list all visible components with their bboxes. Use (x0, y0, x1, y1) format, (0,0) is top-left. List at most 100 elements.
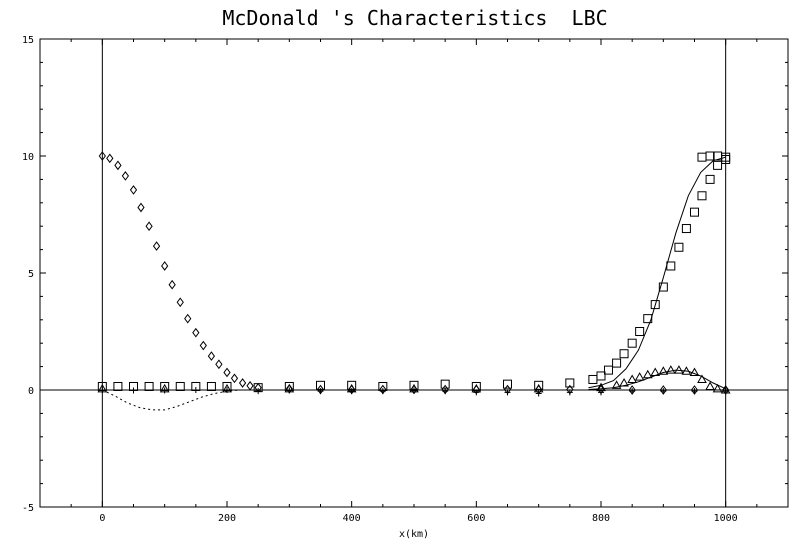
y-tick-label: 0 (28, 386, 34, 397)
x-axis-label: x(km) (399, 529, 429, 540)
y-tick-label: 5 (28, 269, 34, 280)
x-tick-label: 400 (343, 513, 361, 524)
series-4 (99, 387, 729, 397)
plus-point (130, 387, 137, 394)
square-point (650, 300, 660, 310)
plus-point (286, 387, 293, 394)
series-0 (98, 151, 730, 395)
diamond-point (246, 380, 254, 391)
plus-point (317, 388, 324, 395)
diamond-point (152, 241, 161, 251)
triangle-point (658, 366, 669, 375)
x-tick-label: 200 (218, 513, 236, 524)
plus-point (473, 389, 480, 396)
diamond-point (199, 340, 207, 351)
square-point (503, 379, 512, 389)
diamond-point (215, 359, 223, 370)
diamond-point (161, 261, 169, 271)
plus-point (504, 389, 511, 396)
square-point (206, 381, 216, 391)
solid-curve (588, 369, 726, 390)
triangle-point (705, 381, 715, 390)
square-point (705, 151, 715, 161)
series-7 (102, 389, 240, 411)
plus-point (660, 388, 667, 395)
series-layer (97, 151, 731, 411)
plus-point (442, 388, 449, 395)
square-point (603, 365, 613, 375)
plus-point (192, 387, 199, 393)
square-point (666, 261, 676, 271)
dotted-curve (102, 389, 240, 411)
reference-lines (40, 39, 788, 507)
y-tick-label: 15 (22, 35, 34, 46)
square-point (674, 242, 684, 252)
solid-curve (588, 156, 726, 389)
square-point (658, 282, 668, 292)
chart-title: McDonald 's Characteristics LBC (222, 6, 607, 30)
square-point (588, 374, 598, 384)
x-tick-label: 0 (99, 513, 105, 524)
square-point (690, 207, 699, 217)
square-point (681, 224, 691, 234)
series-5 (588, 156, 726, 389)
y-tick-label: 10 (22, 152, 34, 163)
plus-point (722, 388, 729, 395)
plus-point (379, 388, 386, 395)
square-point (175, 381, 185, 391)
square-point (612, 358, 622, 368)
diamond-point (238, 378, 247, 388)
plus-point (161, 387, 168, 394)
diamond-point (121, 171, 130, 181)
diamond-point (192, 327, 200, 338)
y-tick-label: -5 (22, 503, 34, 514)
diamond-point (184, 313, 192, 324)
x-tick-label: 600 (467, 513, 485, 524)
square-point (697, 191, 707, 201)
x-tick-label: 800 (592, 513, 610, 524)
triangle-point (611, 380, 622, 389)
diamond-point (106, 153, 114, 164)
triangle-point (674, 365, 684, 374)
square-point (144, 381, 154, 391)
square-point (534, 380, 544, 390)
diamond-point (230, 373, 239, 384)
diamond-point (114, 160, 122, 171)
series-2 (697, 151, 731, 165)
square-point (713, 160, 723, 170)
diamond-point (137, 202, 145, 213)
plus-point (629, 388, 636, 395)
diamond-point (207, 351, 216, 361)
diamond-point (98, 151, 106, 161)
diamond-point (176, 297, 184, 308)
square-point (705, 174, 715, 184)
plus-point (348, 388, 355, 395)
diamond-point (145, 221, 153, 232)
plus-point (691, 388, 698, 395)
square-point (697, 152, 707, 162)
plus-point (411, 387, 417, 394)
plot-frame (39, 38, 789, 508)
square-point (721, 155, 731, 165)
square-point (596, 371, 606, 381)
triangle-point (665, 365, 676, 374)
plus-point (255, 388, 262, 395)
plus-point (535, 390, 542, 397)
square-point (565, 378, 575, 388)
triangle-point (634, 372, 645, 381)
triangle-point (689, 367, 700, 376)
triangle-point (712, 383, 723, 393)
x-tick-label: 1000 (714, 513, 738, 524)
square-point (635, 327, 645, 336)
square-point (440, 379, 450, 389)
plus-point (224, 387, 230, 393)
axis-ticks: 0 200 400 600 800 1000 -5 0 5 10 15 (22, 35, 789, 524)
triangle-point (697, 374, 707, 383)
plus-point (566, 389, 573, 396)
diamond-point (223, 367, 231, 378)
diamond-point (129, 185, 138, 195)
series-6 (588, 369, 726, 390)
diamond-point (168, 279, 176, 290)
